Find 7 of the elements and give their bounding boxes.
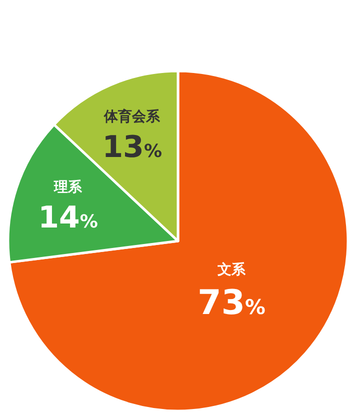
slice-label: 体育会系 [103,108,162,125]
slice-label: 文系 [216,261,247,278]
data-label: 14% [38,200,98,236]
pie-slice [8,70,350,412]
data-label: 13% [102,130,162,165]
slice-label: 理系 [53,179,84,196]
data-label: 73% [198,283,266,324]
